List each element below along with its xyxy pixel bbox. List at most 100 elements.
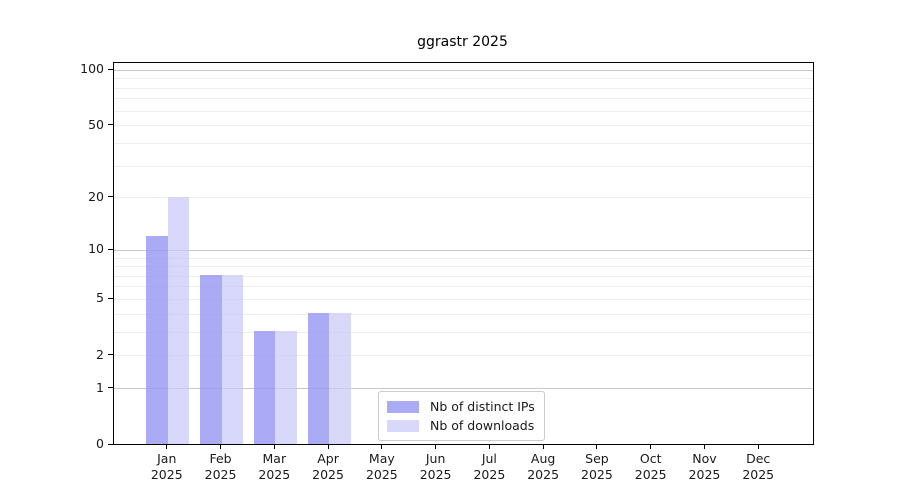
x-tick-year: 2025 [258,466,291,482]
x-tick-label: Jun 2025 [406,451,466,483]
y-tick-label: 10 [88,241,104,257]
bar-mar-downloads [275,331,297,444]
x-tick-label: Aug 2025 [513,451,573,483]
major-gridline [114,69,813,71]
minor-gridline [114,266,813,268]
x-tick-year: 2025 [688,466,721,482]
x-tick-year: 2025 [634,466,667,482]
x-tick-mark [381,443,383,449]
legend-item: Nb of downloads [387,416,544,435]
y-tick-mark [108,387,113,389]
minor-gridline [114,142,813,144]
bar-jan-distinct-ips [146,235,168,444]
y-tick-mark [108,248,113,250]
chart-title: ggrastr 2025 [417,34,508,50]
x-tick-year: 2025 [365,466,398,482]
minor-gridline [114,165,813,167]
legend-swatch [387,419,419,432]
minor-gridline [114,78,813,80]
x-tick-mark [650,443,652,449]
x-tick-label: Jan 2025 [137,451,197,483]
y-tick-mark [108,196,113,198]
bar-feb-distinct-ips [200,275,222,444]
y-tick-mark [108,443,113,445]
y-tick-mark [108,68,113,70]
bar-feb-downloads [221,275,244,444]
x-tick-label: Mar 2025 [244,451,304,483]
minor-gridline [114,355,813,357]
bar-apr-downloads [329,313,351,444]
y-tick-mark [108,297,113,299]
x-tick-mark [435,443,437,449]
minor-gridline [114,110,813,112]
y-tick-label: 100 [80,61,104,77]
y-tick-label: 2 [96,346,104,362]
minor-gridline [114,286,813,288]
x-tick-year: 2025 [527,466,560,482]
plot-area [113,62,814,445]
x-tick-label: Sep 2025 [567,451,627,483]
x-tick-mark [596,443,598,449]
x-tick-month: Jun [425,450,446,466]
legend: Nb of distinct IPs Nb of downloads [378,391,545,441]
x-tick-mark [488,443,490,449]
x-tick-mark [327,443,329,449]
legend-item: Nb of distinct IPs [387,397,544,416]
x-tick-label: May 2025 [352,451,412,483]
x-tick-label: Feb 2025 [191,451,251,483]
major-gridline [114,249,813,251]
y-tick-label: 5 [96,290,104,306]
x-tick-month: Feb [209,450,232,466]
y-tick-label: 0 [96,436,104,451]
bar-mar-distinct-ips [253,331,276,444]
bar-apr-distinct-ips [307,313,330,444]
x-tick-label: Apr 2025 [298,451,358,483]
x-tick-month: Nov [692,450,717,466]
legend-label: Nb of distinct IPs [430,399,535,414]
x-tick-year: 2025 [473,466,506,482]
minor-gridline [114,313,813,315]
x-tick-year: 2025 [204,466,237,482]
x-tick-year: 2025 [419,466,452,482]
x-tick-month: Jul [481,450,497,466]
x-tick-mark [273,443,275,449]
x-tick-mark [220,443,222,449]
legend-swatch [387,400,419,413]
x-tick-month: May [368,450,395,466]
x-tick-year: 2025 [581,466,613,482]
x-tick-year: 2025 [742,466,775,482]
x-tick-month: Mar [262,450,287,466]
major-gridline [114,388,813,390]
minor-gridline [114,197,813,199]
legend-label: Nb of downloads [430,418,535,433]
y-tick-mark [108,354,113,356]
minor-gridline [114,87,813,89]
y-tick-mark [108,124,113,126]
x-tick-month: Aug [530,450,556,466]
x-tick-month: Oct [639,450,662,466]
minor-gridline [114,298,813,300]
x-tick-month: Dec [746,450,771,466]
x-tick-label: Dec 2025 [728,451,788,483]
x-tick-mark [703,443,705,449]
y-tick-label: 50 [88,116,104,132]
minor-gridline [114,98,813,100]
y-tick-label: 1 [96,379,104,395]
x-tick-label: Oct 2025 [621,451,681,483]
x-tick-month: Apr [317,450,339,466]
minor-gridline [114,257,813,259]
y-tick-label: 20 [88,188,104,204]
x-tick-mark [542,443,544,449]
bar-jan-downloads [167,196,190,444]
x-tick-label: Nov 2025 [674,451,734,483]
x-tick-year: 2025 [312,466,344,482]
x-tick-month: Sep [585,450,609,466]
minor-gridline [114,125,813,127]
x-tick-mark [166,443,168,449]
x-tick-label: Jul 2025 [459,451,519,483]
x-tick-year: 2025 [150,466,183,482]
x-tick-month: Jan [157,450,177,466]
x-tick-mark [757,443,759,449]
minor-gridline [114,275,813,277]
